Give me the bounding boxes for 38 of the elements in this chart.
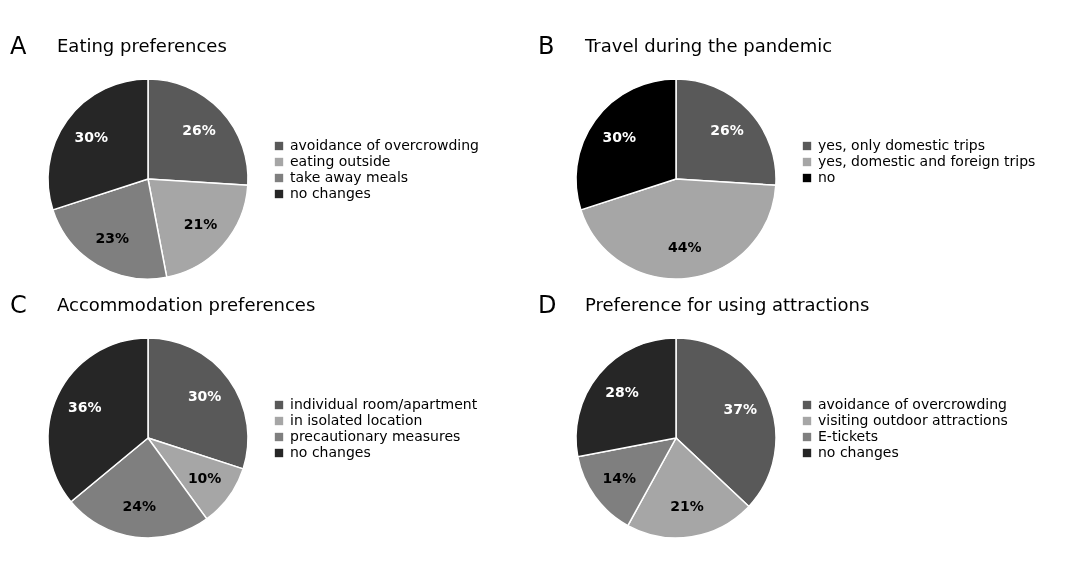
legend-label: no changes: [290, 185, 371, 201]
data-label: 30%: [602, 128, 637, 145]
data-label: 44%: [668, 239, 702, 256]
legend-label: avoidance of overcrowding: [818, 396, 1007, 412]
legend-label: in isolated location: [290, 412, 423, 428]
legend-label: precautionary measures: [290, 428, 461, 444]
data-label: 21%: [670, 498, 704, 515]
data-label: 37%: [723, 401, 757, 418]
legend-label: yes, only domestic trips: [818, 137, 985, 153]
chart-title: Travel during the pandemic: [584, 35, 833, 56]
legend-label: avoidance of overcrowding: [290, 137, 479, 153]
data-label: 28%: [605, 384, 639, 401]
data-label: 36%: [67, 399, 102, 416]
data-label: 26%: [710, 122, 744, 139]
legend-label: yes, domestic and foreign trips: [818, 153, 1036, 169]
data-label: 14%: [602, 470, 637, 487]
data-label: 21%: [183, 216, 218, 233]
data-label: 30%: [74, 128, 109, 145]
legend-label: visiting outdoor attractions: [818, 412, 1008, 428]
text: D: [538, 291, 557, 319]
data-label: 23%: [95, 230, 130, 247]
data-label: 26%: [182, 122, 216, 139]
chart-title: Accommodation preferences: [57, 294, 316, 315]
data-label: 10%: [187, 470, 222, 487]
legend-label: E-tickets: [818, 428, 878, 444]
text: A: [10, 32, 27, 60]
text: B: [538, 32, 555, 60]
legend-label: no changes: [290, 444, 371, 460]
legend-label: eating outside: [290, 153, 391, 169]
legend-label: no: [818, 169, 836, 185]
chart-title: Eating preferences: [57, 35, 227, 56]
legend-label: take away meals: [290, 169, 409, 185]
legend-label: no changes: [818, 444, 899, 460]
data-label: 30%: [187, 387, 222, 404]
legend-label: individual room/apartment: [290, 396, 478, 412]
data-label: 24%: [122, 498, 156, 515]
text: C: [10, 291, 27, 319]
chart-title: Preference for using attractions: [585, 294, 870, 315]
